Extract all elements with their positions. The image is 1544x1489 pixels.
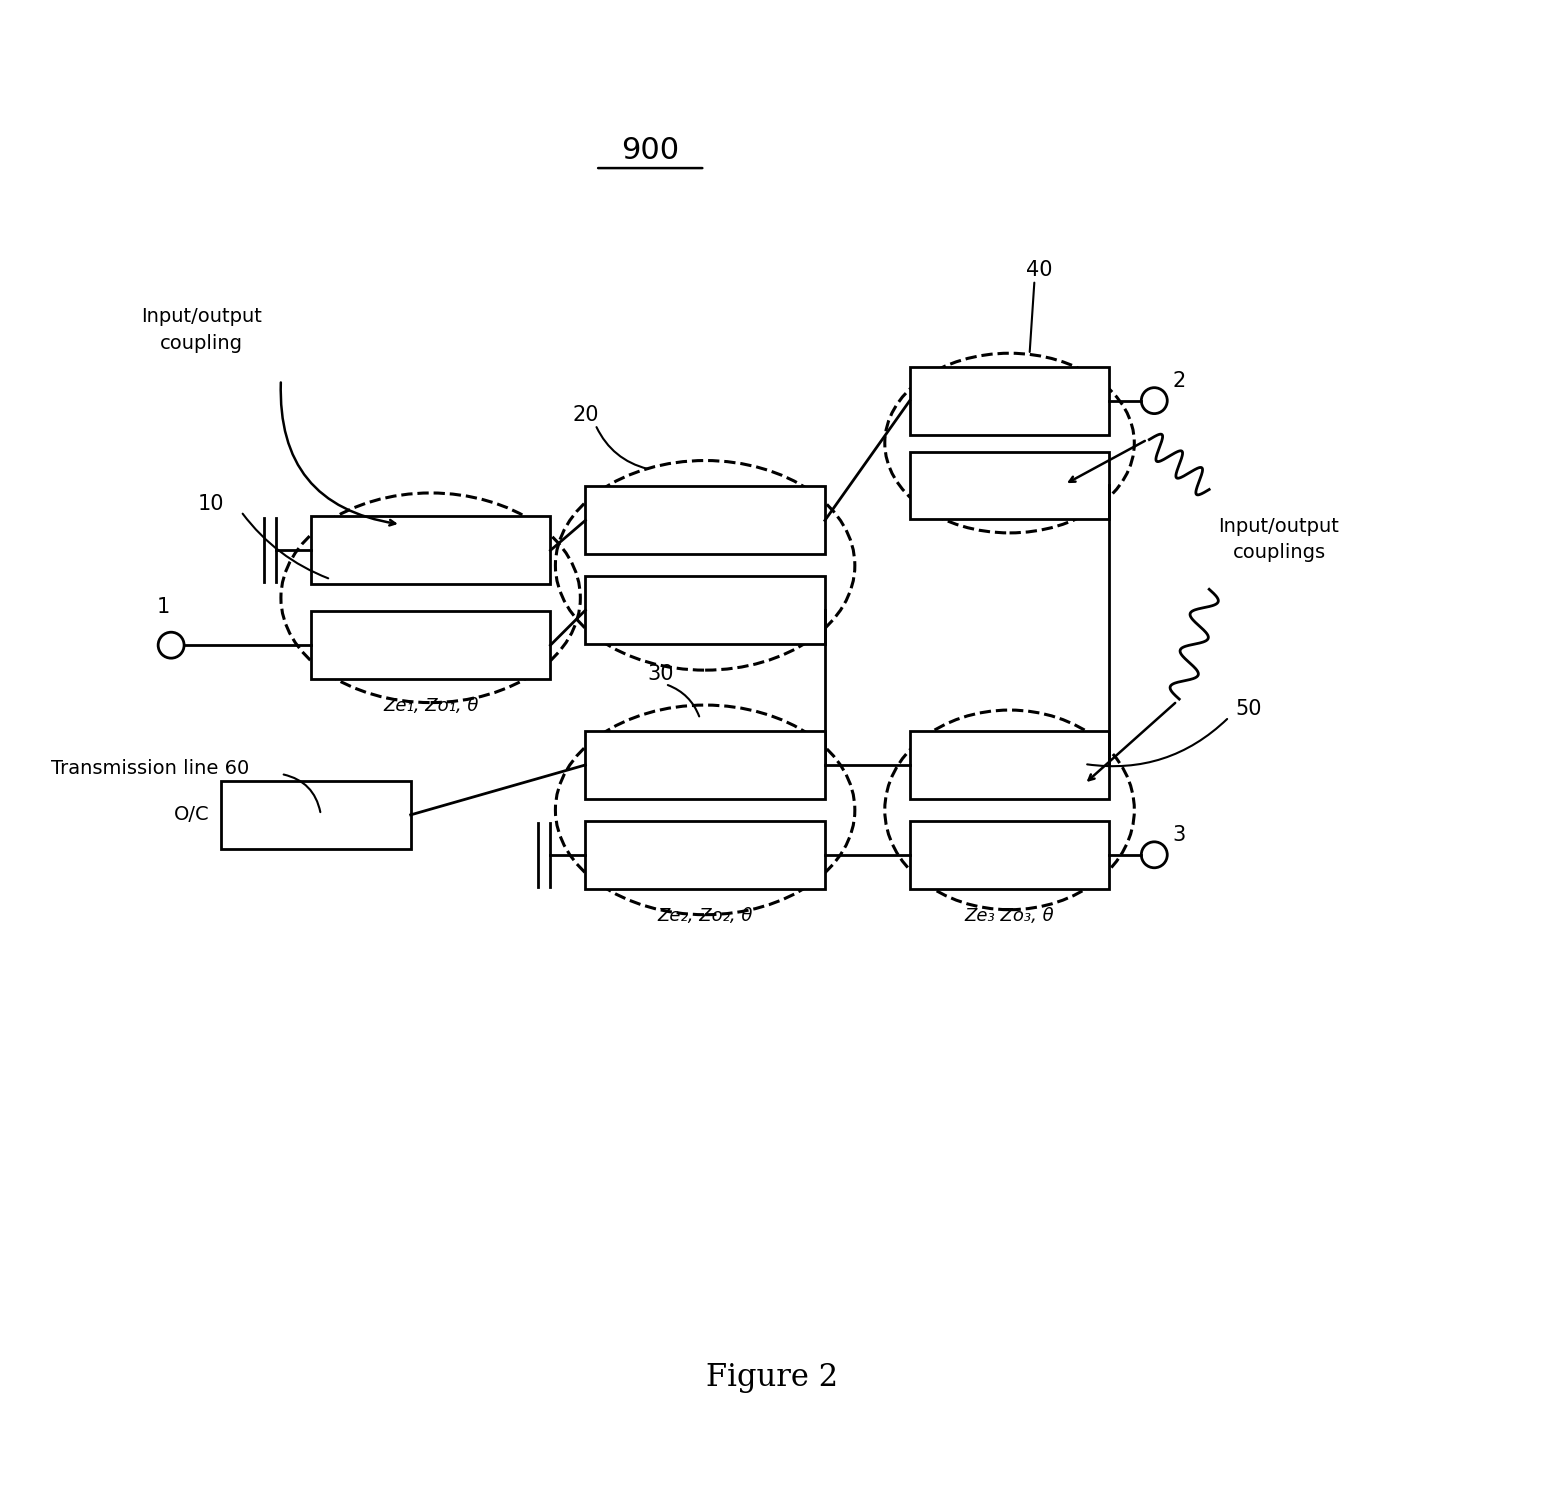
Text: 2: 2: [1172, 371, 1186, 390]
Text: Figure 2: Figure 2: [706, 1362, 838, 1394]
Text: Ze₁, Zo₁, θ: Ze₁, Zo₁, θ: [383, 697, 479, 715]
FancyBboxPatch shape: [909, 366, 1110, 435]
FancyBboxPatch shape: [221, 780, 411, 849]
FancyBboxPatch shape: [585, 820, 824, 889]
Text: Input/output
couplings: Input/output couplings: [1218, 517, 1340, 563]
Text: 30: 30: [647, 664, 673, 683]
Text: 900: 900: [621, 135, 679, 165]
FancyBboxPatch shape: [310, 517, 550, 584]
FancyBboxPatch shape: [909, 820, 1110, 889]
Text: O/C: O/C: [173, 806, 208, 825]
Text: 20: 20: [573, 405, 599, 424]
FancyBboxPatch shape: [585, 576, 824, 645]
Text: 3: 3: [1172, 825, 1186, 844]
Text: 50: 50: [1235, 698, 1263, 719]
FancyBboxPatch shape: [909, 731, 1110, 800]
Text: 10: 10: [198, 494, 224, 514]
FancyBboxPatch shape: [909, 451, 1110, 520]
FancyBboxPatch shape: [310, 612, 550, 679]
Text: 40: 40: [1027, 261, 1053, 280]
Text: Ze₃ Zo₃, θ: Ze₃ Zo₃, θ: [965, 907, 1055, 925]
Text: Ze₂, Zo₂, θ: Ze₂, Zo₂, θ: [658, 907, 753, 925]
FancyBboxPatch shape: [585, 487, 824, 554]
Text: Input/output
coupling: Input/output coupling: [141, 307, 261, 353]
Text: 1: 1: [156, 597, 170, 618]
FancyBboxPatch shape: [585, 731, 824, 800]
Text: Transmission line 60: Transmission line 60: [51, 759, 250, 779]
